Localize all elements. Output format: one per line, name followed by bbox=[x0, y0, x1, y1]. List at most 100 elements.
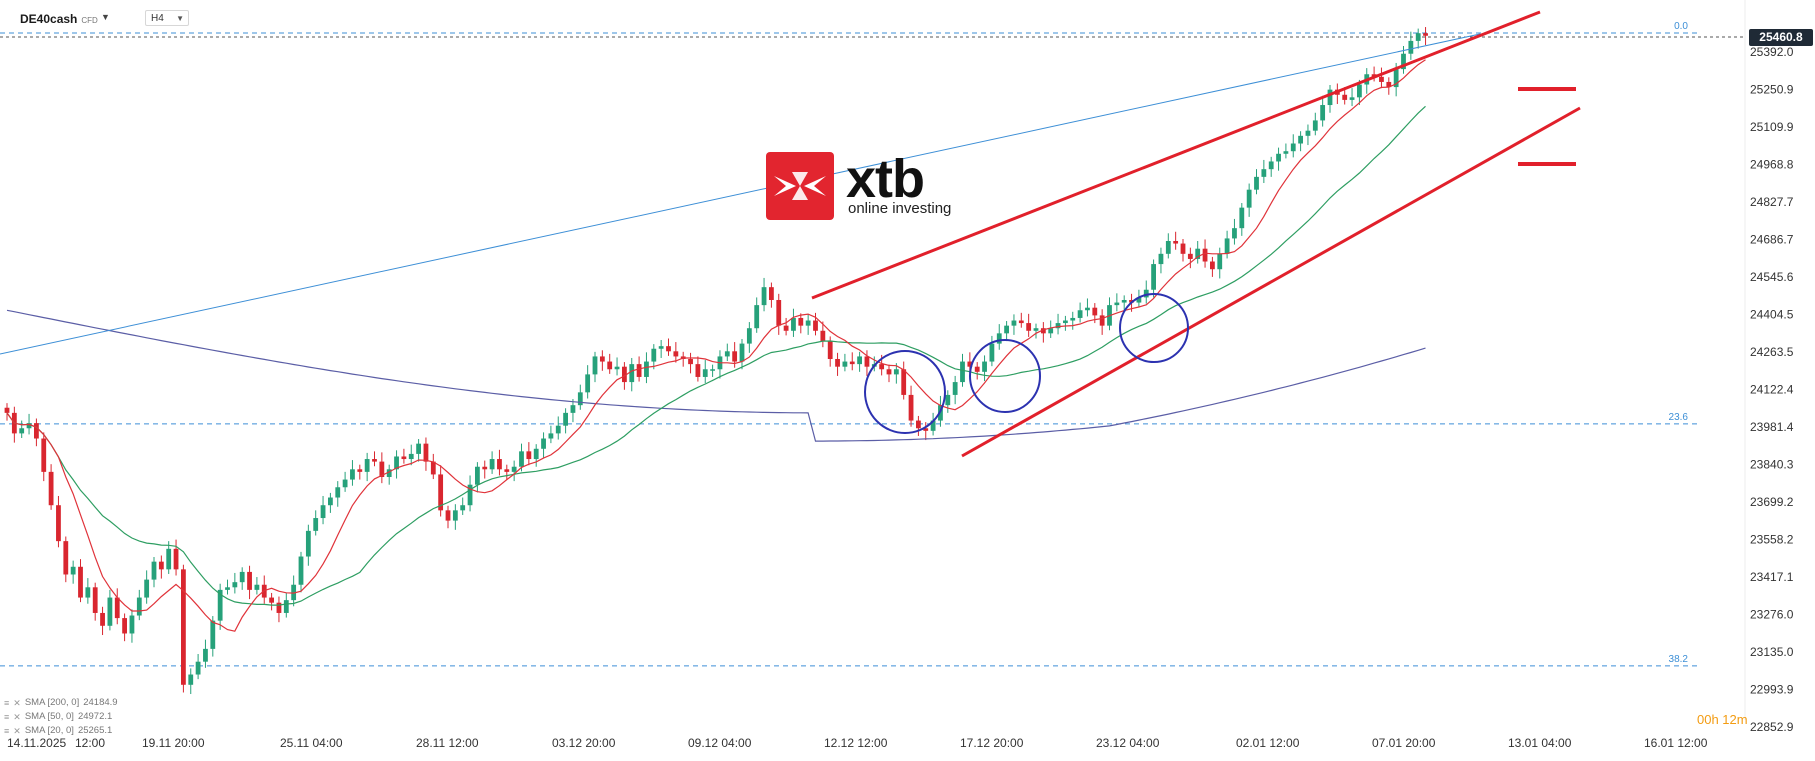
candle-body bbox=[673, 351, 679, 357]
candle-body bbox=[350, 469, 355, 480]
candle-body bbox=[923, 428, 929, 431]
candle-body bbox=[482, 466, 488, 470]
candle-body bbox=[1011, 320, 1017, 326]
candle-body bbox=[203, 648, 208, 662]
legend-sma20[interactable]: ≡ ✕ SMA [20, 0] 25265.1 bbox=[4, 724, 118, 738]
settings-icon[interactable]: ≡ bbox=[4, 726, 10, 736]
candle-body bbox=[63, 541, 69, 575]
candle-body bbox=[70, 566, 76, 575]
candle-body bbox=[1224, 238, 1230, 254]
candle-body bbox=[548, 433, 554, 439]
candle-body bbox=[1136, 297, 1142, 303]
symbol-dropdown-icon[interactable]: ▼ bbox=[101, 12, 110, 22]
y-tick-label: 24404.5 bbox=[1750, 308, 1794, 322]
candle-body bbox=[158, 561, 164, 570]
remove-icon[interactable]: ✕ bbox=[13, 712, 21, 722]
candle-body bbox=[798, 317, 804, 326]
highlight-circle bbox=[864, 350, 946, 434]
candle-body bbox=[497, 459, 502, 470]
candle-body bbox=[783, 325, 789, 331]
candle-body bbox=[952, 382, 958, 395]
y-tick-label: 23558.2 bbox=[1750, 533, 1794, 547]
candle-body bbox=[989, 343, 995, 362]
xtb-x-logo-icon bbox=[766, 152, 834, 220]
candle-body bbox=[1202, 248, 1208, 262]
candle-body bbox=[181, 569, 186, 685]
candle-body bbox=[1379, 76, 1384, 82]
remove-icon[interactable]: ✕ bbox=[13, 698, 21, 708]
candle-body bbox=[195, 661, 201, 675]
y-tick-label: 24968.8 bbox=[1750, 158, 1794, 172]
candle-body bbox=[357, 469, 363, 472]
candle-body bbox=[1312, 120, 1318, 131]
y-tick-label: 22993.9 bbox=[1750, 683, 1794, 697]
settings-icon[interactable]: ≡ bbox=[4, 698, 10, 708]
candle-body bbox=[1408, 40, 1414, 54]
y-tick-label: 23981.4 bbox=[1750, 420, 1794, 434]
candle-body bbox=[1246, 189, 1252, 208]
candle-body bbox=[622, 366, 627, 383]
y-tick-label: 23840.3 bbox=[1750, 458, 1794, 472]
candle-body bbox=[901, 369, 907, 395]
candle-body bbox=[452, 510, 458, 521]
symbol-selector[interactable]: DE40cash CFD bbox=[20, 12, 98, 26]
timeframe-selector[interactable]: H4 ▼ bbox=[145, 10, 189, 26]
candle-body bbox=[1173, 240, 1179, 244]
candle-body bbox=[239, 571, 245, 583]
candle-body bbox=[1357, 84, 1362, 98]
y-tick-label: 24686.7 bbox=[1750, 233, 1794, 247]
candle-body bbox=[34, 423, 39, 439]
candle-body bbox=[232, 582, 238, 588]
candle-body bbox=[813, 320, 818, 331]
candle-body bbox=[1158, 253, 1164, 265]
candle-body bbox=[864, 356, 870, 367]
candle-countdown: 00h 12m bbox=[1697, 712, 1748, 727]
candle-body bbox=[1393, 69, 1399, 88]
candle-body bbox=[254, 584, 260, 590]
legend-sma200[interactable]: ≡ ✕ SMA [200, 0] 24184.9 bbox=[4, 696, 118, 710]
candle-body bbox=[305, 530, 311, 557]
logo-tagline: online investing bbox=[848, 200, 952, 217]
candle-body bbox=[1165, 240, 1171, 254]
candle-body bbox=[489, 459, 495, 470]
remove-icon[interactable]: ✕ bbox=[13, 726, 21, 736]
x-tick-label: 02.01 12:00 bbox=[1236, 736, 1300, 750]
candle-body bbox=[960, 361, 965, 383]
candle-body bbox=[1415, 33, 1421, 41]
candle-body bbox=[746, 328, 752, 344]
candle-body bbox=[467, 484, 473, 506]
candle-body bbox=[1283, 151, 1289, 154]
y-tick-label: 24545.6 bbox=[1750, 270, 1794, 284]
candle-body bbox=[857, 356, 862, 365]
candle-body bbox=[541, 438, 546, 449]
y-tick-label: 24263.5 bbox=[1750, 345, 1794, 359]
legend-sma20-value: 25265.1 bbox=[77, 725, 113, 736]
y-tick-label: 25250.9 bbox=[1750, 83, 1794, 97]
x-tick-label: 07.01 20:00 bbox=[1372, 736, 1436, 750]
candle-body bbox=[1298, 135, 1303, 144]
candle-body bbox=[614, 366, 620, 370]
y-tick-label: 22852.9 bbox=[1750, 720, 1794, 734]
legend-sma200-value: 24184.9 bbox=[83, 697, 118, 708]
candle-body bbox=[136, 597, 142, 616]
candle-body bbox=[1018, 320, 1024, 324]
legend-sma50-value: 24972.1 bbox=[77, 711, 113, 722]
candle-body bbox=[1121, 299, 1127, 303]
y-tick-label: 24122.4 bbox=[1750, 383, 1794, 397]
candle-body bbox=[791, 317, 796, 331]
chevron-down-icon: ▼ bbox=[176, 14, 184, 23]
candle-body bbox=[805, 320, 811, 326]
legend-sma50[interactable]: ≡ ✕ SMA [50, 0] 24972.1 bbox=[4, 710, 118, 724]
candle-body bbox=[283, 600, 289, 613]
symbol-name: DE40cash bbox=[20, 12, 78, 26]
settings-icon[interactable]: ≡ bbox=[4, 712, 10, 722]
candle-body bbox=[739, 343, 745, 362]
logo-brand: xtb bbox=[846, 149, 925, 209]
candle-body bbox=[879, 364, 885, 370]
candle-body bbox=[386, 469, 392, 477]
candle-body bbox=[372, 459, 377, 462]
candle-body bbox=[269, 597, 274, 603]
x-tick-label: 12:00 bbox=[75, 736, 105, 750]
candle-body bbox=[996, 333, 1002, 344]
